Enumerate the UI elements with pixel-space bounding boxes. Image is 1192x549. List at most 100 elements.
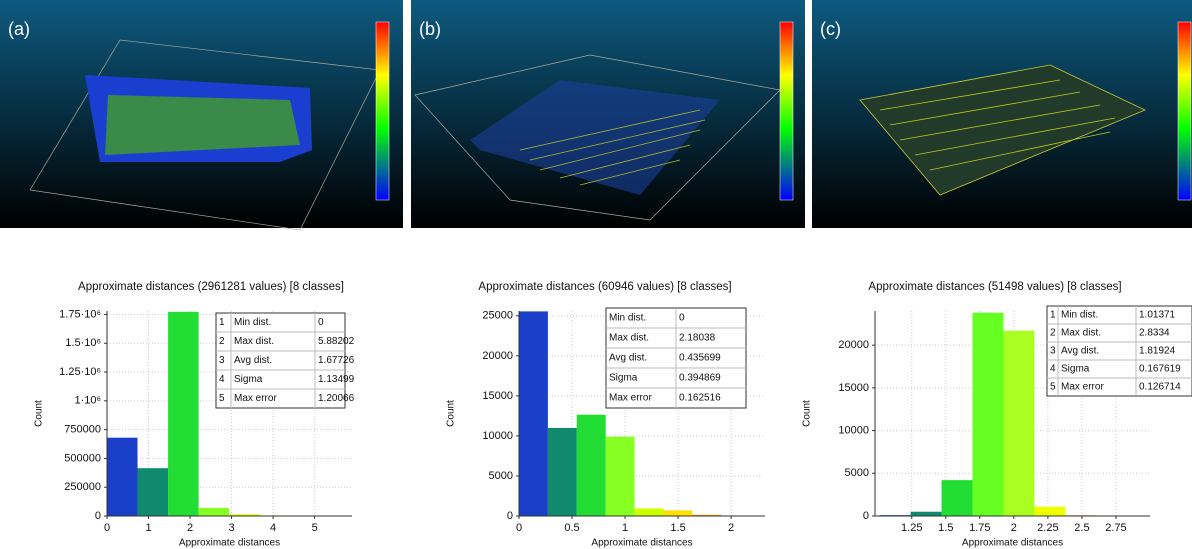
bar [519, 311, 548, 516]
stats-cell: 5 [1050, 382, 1056, 393]
x-tick-label: 1.5 [938, 522, 953, 534]
stats-cell: 2 [1050, 328, 1056, 339]
x-tick-label: 2 [1011, 522, 1017, 534]
stats-cell: Min dist. [234, 317, 271, 328]
bar [199, 508, 230, 516]
y-tick-label: 750000 [64, 424, 101, 436]
bar [107, 438, 138, 516]
x-axis-label: Approximate distances [179, 538, 280, 549]
panel-label: (c) [820, 19, 841, 39]
bar [577, 415, 606, 516]
stats-cell: Max dist. [234, 336, 274, 347]
stats-cell: Max error [609, 393, 652, 404]
x-tick-label: 1.5 [670, 522, 685, 534]
stats-cell: 0.167619 [1139, 364, 1181, 375]
stats-cell: 1.81924 [1139, 346, 1176, 357]
stats-cell: 0 [318, 317, 324, 328]
bar [972, 313, 1003, 516]
y-axis-label: Count [446, 400, 457, 427]
stats-cell: 1 [1050, 310, 1056, 321]
y-axis-label: Count [34, 400, 45, 427]
x-tick-label: 1.25 [901, 522, 922, 534]
y-tick-label: 500000 [64, 452, 101, 464]
x-tick-label: 2.5 [1074, 522, 1089, 534]
x-tick-label: 5 [312, 522, 318, 534]
y-tick-label: 0 [507, 510, 513, 522]
stats-cell: 1 [219, 317, 225, 328]
y-tick-label: 25000 [482, 310, 513, 322]
stats-cell: Sigma [234, 374, 263, 385]
stats-cell: 1.67726 [318, 355, 355, 366]
stats-cell: 0.435699 [679, 353, 721, 364]
stats-cell: Max error [234, 393, 277, 404]
x-tick-label: 4 [270, 522, 276, 534]
x-tick-label: 2.75 [1105, 522, 1126, 534]
x-tick-label: 0 [516, 522, 522, 534]
figure: (a)Approximate distances (2961281 values… [0, 0, 1192, 549]
stats-cell: 5 [219, 393, 225, 404]
y-tick-label: 20000 [838, 339, 869, 351]
stats-cell: Min dist. [609, 313, 646, 324]
bar [635, 508, 664, 516]
view-c [812, 0, 1192, 228]
bar [606, 437, 635, 516]
stats-cell: 2.18038 [679, 333, 716, 344]
stats-cell: Max dist. [609, 333, 649, 344]
stats-cell: Max error [1061, 382, 1104, 393]
bar [911, 512, 942, 516]
stats-cell: 2 [219, 336, 225, 347]
chart-title: Approximate distances (60946 values) [8 … [478, 281, 731, 293]
bar [138, 468, 169, 516]
stats-cell: 3 [1050, 346, 1056, 357]
stats-cell: Avg dist. [1061, 346, 1099, 357]
y-tick-label: 1·10⁶ [74, 395, 101, 407]
x-tick-label: 2.25 [1037, 522, 1058, 534]
bar [663, 510, 692, 516]
page: (a)Approximate distances (2961281 values… [0, 0, 1192, 549]
x-tick-label: 2 [187, 522, 193, 534]
x-tick-label: 1 [622, 522, 628, 534]
y-tick-label: 0 [95, 510, 101, 522]
x-axis-label: Approximate distances [962, 538, 1063, 549]
y-tick-label: 10000 [482, 430, 513, 442]
view-b [411, 0, 805, 228]
stats-cell: 0.162516 [679, 393, 721, 404]
x-tick-label: 1.75 [969, 522, 990, 534]
panel-label: (b) [419, 19, 441, 39]
bar [942, 480, 973, 516]
y-tick-label: 1.75·10⁶ [59, 308, 101, 320]
stats-cell: 0.126714 [1139, 382, 1181, 393]
stats-cell: 3 [219, 355, 225, 366]
y-tick-label: 20000 [482, 350, 513, 362]
x-axis-label: Approximate distances [591, 538, 692, 549]
y-axis-label: Count [802, 400, 813, 427]
stats-cell: Max dist. [1061, 328, 1101, 339]
y-tick-label: 10000 [838, 424, 869, 436]
y-tick-label: 1.25·10⁶ [59, 366, 101, 378]
chart-title: Approximate distances (51498 values) [8 … [868, 281, 1121, 293]
stats-cell: 4 [219, 374, 225, 385]
stats-cell: Sigma [1061, 364, 1090, 375]
stats-cell: 1.01371 [1139, 310, 1176, 321]
stats-cell: Avg dist. [609, 353, 647, 364]
x-tick-label: 0 [104, 522, 110, 534]
y-tick-label: 1.5·10⁶ [65, 337, 101, 349]
y-tick-label: 5000 [845, 467, 869, 479]
stats-cell: 0 [679, 313, 685, 324]
view-a [0, 0, 403, 230]
x-tick-label: 0.5 [564, 522, 579, 534]
y-tick-label: 15000 [482, 390, 513, 402]
stats-cell: 0.394869 [679, 373, 721, 384]
bar [1034, 507, 1065, 516]
bar [548, 428, 577, 516]
stats-cell: Avg dist. [234, 355, 272, 366]
y-tick-label: 5000 [489, 470, 513, 482]
chart-title: Approximate distances (2961281 values) [… [78, 281, 344, 293]
y-tick-label: 0 [863, 510, 869, 522]
stats-cell: 1.13499 [318, 374, 355, 385]
x-tick-label: 2 [728, 522, 734, 534]
stats-cell: Min dist. [1061, 310, 1098, 321]
bar [1003, 331, 1034, 516]
stats-cell: 4 [1050, 364, 1056, 375]
stats-cell: 1.20066 [318, 393, 355, 404]
